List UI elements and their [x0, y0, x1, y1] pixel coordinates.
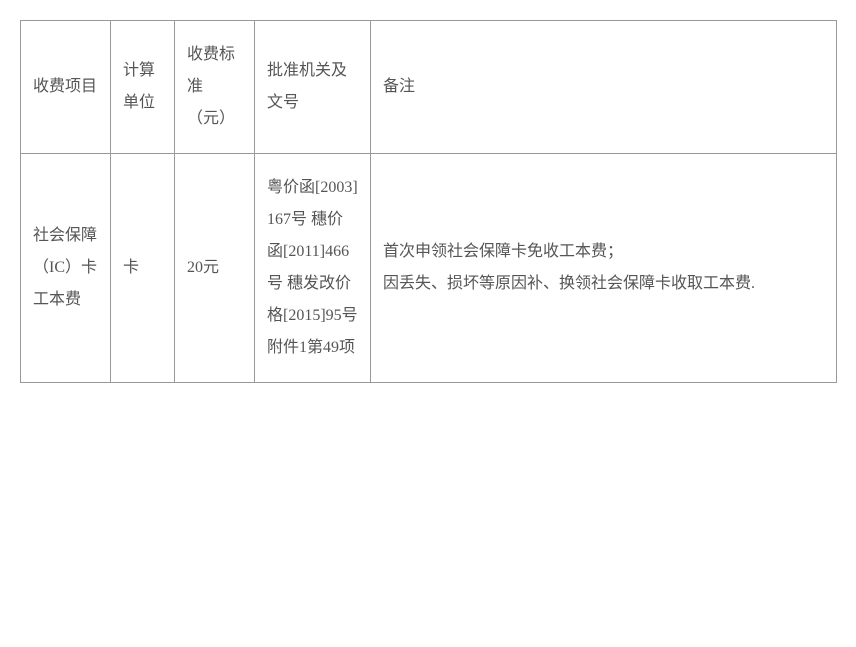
cell-item: 社会保障（IC）卡工本费	[21, 154, 111, 383]
col-header-fee: 收费标准（元）	[175, 21, 255, 154]
cell-unit: 卡	[111, 154, 175, 383]
table-header-row: 收费项目 计算单位 收费标准（元） 批准机关及文号 备注	[21, 21, 837, 154]
table-row: 社会保障（IC）卡工本费 卡 20元 粤价函[2003]167号 穗价函[201…	[21, 154, 837, 383]
col-header-item: 收费项目	[21, 21, 111, 154]
col-header-note: 备注	[371, 21, 837, 154]
cell-note: 首次申领社会保障卡免收工本费； 因丢失、损坏等原因补、换领社会保障卡收取工本费.	[371, 154, 837, 383]
note-line-2: 因丢失、损坏等原因补、换领社会保障卡收取工本费.	[383, 275, 755, 292]
note-line-1: 首次申领社会保障卡免收工本费；	[383, 243, 623, 260]
col-header-approval: 批准机关及文号	[255, 21, 371, 154]
fee-table: 收费项目 计算单位 收费标准（元） 批准机关及文号 备注 社会保障（IC）卡工本…	[20, 20, 837, 383]
col-header-unit: 计算单位	[111, 21, 175, 154]
cell-approval: 粤价函[2003]167号 穗价函[2011]466号 穗发改价格[2015]9…	[255, 154, 371, 383]
cell-fee: 20元	[175, 154, 255, 383]
